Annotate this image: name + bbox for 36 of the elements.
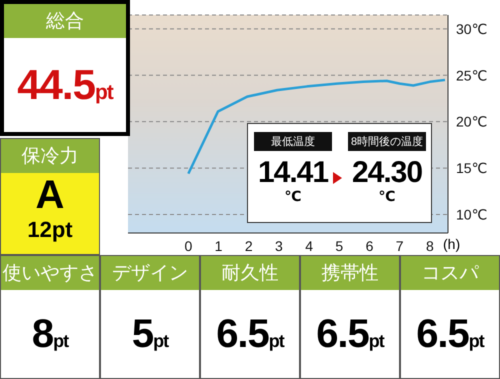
annotation: ℃ — [284, 188, 302, 204]
annotation: ℃ — [378, 188, 396, 204]
x-tick-label: 0 — [184, 238, 192, 254]
text: 携帯性 — [301, 256, 399, 290]
text: 保冷力 — [1, 139, 99, 173]
annotation: 8時間後の温度 — [348, 132, 426, 151]
text: 総合 — [4, 4, 126, 38]
text: 44.5pt — [17, 61, 113, 108]
x-tick-label: 8 — [426, 238, 434, 254]
x-tick-label: 1 — [214, 238, 223, 254]
x-tick-label: 5 — [335, 238, 344, 254]
text: 耐久性 — [201, 256, 299, 290]
text: 5pt — [132, 312, 168, 356]
annotation: 最低温度 — [254, 132, 332, 151]
text: A — [34, 173, 66, 217]
x-tick-label: 7 — [396, 238, 404, 254]
annotation: 14.41 — [256, 156, 330, 189]
x-tick-label: 3 — [275, 238, 284, 254]
annotation: 24.30 — [350, 156, 424, 189]
x-tick-label: 6 — [366, 238, 374, 254]
text: デザイン — [101, 256, 199, 290]
y-tick-label: 15℃ — [456, 160, 488, 176]
y-tick-label: 30℃ — [456, 20, 488, 37]
y-tick-label: 20℃ — [456, 114, 488, 130]
text: 6.5pt — [216, 312, 284, 356]
text: 使いやすさ — [1, 256, 99, 290]
text: 12pt — [26, 217, 74, 243]
y-tick-label: 10℃ — [456, 206, 488, 222]
text: コスパ — [401, 256, 499, 290]
x-tick-label: 2 — [244, 238, 253, 254]
y-tick-label: 25℃ — [456, 67, 488, 84]
text: 6.5pt — [416, 312, 484, 356]
x-tick-label: 4 — [305, 238, 314, 254]
x-axis-title: (h) — [443, 236, 460, 252]
text: 8pt — [32, 312, 68, 356]
text: 6.5pt — [316, 312, 384, 356]
